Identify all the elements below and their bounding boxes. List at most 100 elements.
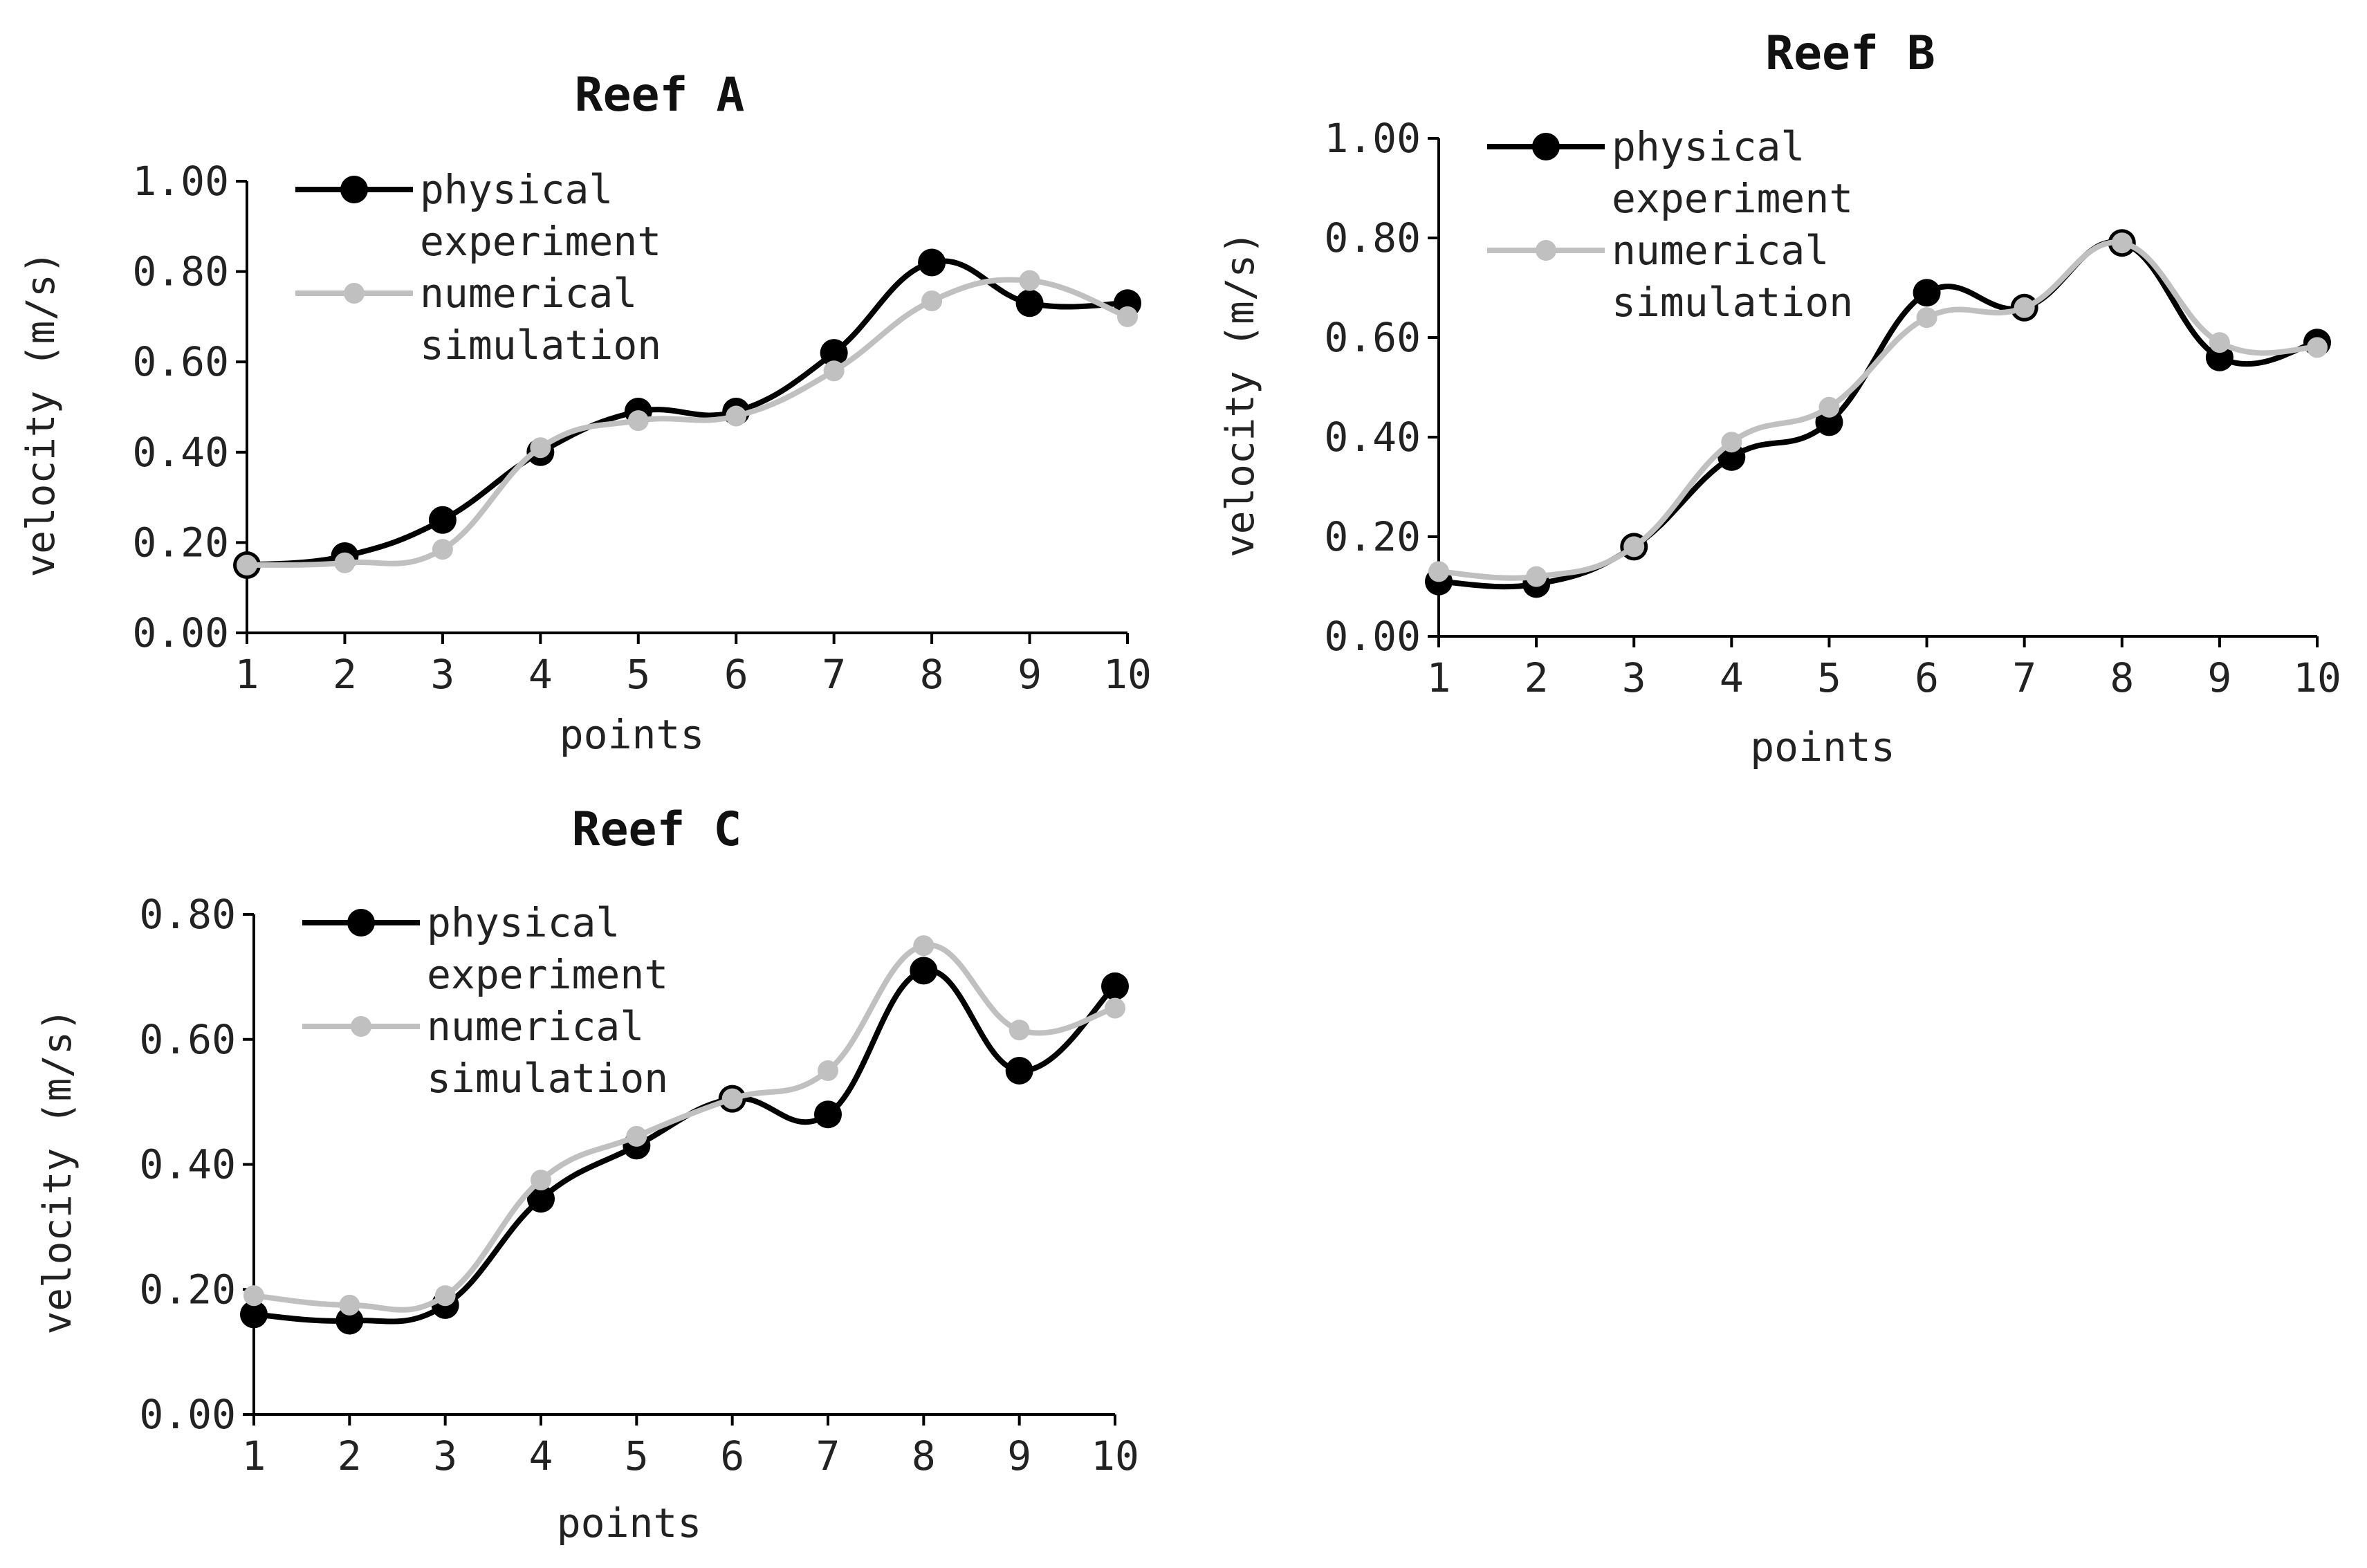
legend-marker-numerical-simulation: [351, 1016, 371, 1037]
legend-marker-physical-experiment: [347, 909, 375, 937]
x-tick-label: 6: [1915, 654, 1939, 701]
x-axis-label: points: [560, 711, 705, 758]
data-point-numerical-simulation: [1721, 432, 1742, 453]
y-tick-label: 0.00: [139, 1391, 236, 1438]
data-point-numerical-simulation: [2111, 232, 2133, 254]
data-point-numerical-simulation: [432, 539, 453, 560]
x-tick-label: 4: [528, 651, 553, 698]
data-point-numerical-simulation: [626, 1125, 647, 1147]
data-point-numerical-simulation: [818, 1060, 838, 1081]
x-tick-label: 4: [529, 1432, 553, 1479]
x-tick-label: 6: [724, 651, 748, 698]
x-tick-label: 8: [920, 651, 944, 698]
y-tick-label: 1.00: [1324, 115, 1421, 162]
legend-label: simulation: [1612, 279, 1853, 326]
data-point-numerical-simulation: [339, 1294, 360, 1316]
x-axis-label: points: [1750, 723, 1895, 771]
legend-marker-physical-experiment: [1532, 133, 1560, 160]
x-tick-label: 10: [1091, 1432, 1139, 1479]
data-point-numerical-simulation: [531, 1170, 551, 1191]
y-tick-label: 0.20: [139, 1266, 236, 1313]
legend: physical experiment numerical simulation: [1487, 123, 1853, 326]
data-point-physical-experiment: [1005, 1056, 1033, 1085]
x-tick-label: 3: [433, 1432, 457, 1479]
data-point-numerical-simulation: [921, 290, 943, 312]
x-tick-label: 5: [1817, 654, 1841, 701]
y-tick-label: 0.00: [132, 609, 229, 656]
y-tick-label: 0.40: [139, 1141, 236, 1188]
chart-title: Reef B: [1765, 26, 1935, 81]
x-tick-label: 7: [2012, 654, 2036, 701]
y-axis-label: velocity (m/s): [1218, 231, 1263, 557]
x-tick-label: 9: [1017, 651, 1042, 698]
legend-label: experiment: [427, 951, 668, 998]
data-point-numerical-simulation: [1818, 396, 1840, 418]
data-point-numerical-simulation: [434, 1285, 456, 1307]
x-tick-label: 9: [1007, 1432, 1031, 1479]
data-point-numerical-simulation: [530, 437, 551, 459]
data-point-physical-experiment: [240, 1300, 268, 1329]
data-point-physical-experiment: [820, 339, 848, 367]
series-line-numerical-simulation: [1438, 239, 2318, 581]
y-tick-label: 1.00: [132, 158, 229, 205]
data-point-numerical-simulation: [1623, 536, 1645, 557]
x-tick-label: 2: [338, 1432, 362, 1479]
series-line-numerical-simulation: [246, 277, 1129, 568]
data-point-numerical-simulation: [721, 1088, 743, 1109]
legend: physical experiment numerical simulation: [302, 899, 668, 1102]
data-point-physical-experiment: [910, 957, 938, 985]
legend-marker-physical-experiment: [340, 176, 368, 203]
legend-label: physical: [420, 166, 613, 213]
data-point-numerical-simulation: [1428, 561, 1449, 582]
y-tick-label: 0.60: [1324, 314, 1421, 361]
data-point-physical-experiment: [1015, 289, 1044, 317]
data-point-physical-experiment: [1913, 279, 1941, 307]
data-point-numerical-simulation: [627, 410, 649, 432]
legend-label: physical: [427, 899, 620, 946]
data-point-numerical-simulation: [2307, 337, 2328, 358]
data-point-physical-experiment: [428, 506, 457, 534]
y-tick-label: 0.80: [1324, 214, 1421, 261]
data-point-numerical-simulation: [726, 405, 747, 427]
y-tick-label: 0.00: [1324, 613, 1421, 660]
x-tick-label: 3: [1622, 654, 1646, 701]
y-tick-label: 0.60: [139, 1016, 236, 1063]
y-axis-label: velocity (m/s): [35, 1008, 80, 1334]
legend-marker-numerical-simulation: [1536, 240, 1556, 261]
legend-label: experiment: [1612, 175, 1853, 222]
data-point-numerical-simulation: [1008, 1020, 1030, 1041]
y-tick-label: 0.60: [132, 338, 229, 385]
x-tick-label: 9: [2207, 654, 2231, 701]
x-tick-label: 2: [333, 651, 357, 698]
series-line-physical-experiment: [246, 258, 1128, 568]
data-point-physical-experiment: [2205, 343, 2234, 371]
y-tick-label: 0.20: [132, 519, 229, 566]
legend-label: numerical: [420, 270, 637, 317]
x-tick-label: 8: [912, 1432, 936, 1479]
x-tick-label: 10: [1103, 651, 1152, 698]
x-tick-label: 2: [1525, 654, 1549, 701]
x-tick-label: 1: [235, 651, 259, 698]
data-point-numerical-simulation: [1019, 270, 1040, 291]
legend-label: numerical: [1612, 227, 1829, 274]
data-point-physical-experiment: [1815, 408, 1843, 436]
data-point-physical-experiment: [527, 1185, 555, 1213]
x-tick-label: 1: [1427, 654, 1451, 701]
x-tick-label: 10: [2293, 654, 2341, 701]
data-point-numerical-simulation: [1105, 997, 1125, 1019]
data-point-physical-experiment: [335, 1307, 364, 1335]
series-line-physical-experiment: [1438, 239, 2318, 590]
chart-title: Reef C: [572, 802, 742, 857]
y-tick-label: 0.80: [139, 891, 236, 938]
x-tick-label: 7: [816, 1432, 840, 1479]
x-tick-label: 3: [430, 651, 454, 698]
data-point-numerical-simulation: [1916, 307, 1937, 329]
x-tick-label: 6: [720, 1432, 744, 1479]
legend-label: numerical: [427, 1003, 644, 1050]
x-tick-label: 5: [625, 1432, 649, 1479]
data-point-physical-experiment: [814, 1100, 842, 1129]
legend-label: simulation: [420, 322, 661, 369]
x-tick-label: 1: [242, 1432, 266, 1479]
data-point-numerical-simulation: [913, 935, 934, 957]
